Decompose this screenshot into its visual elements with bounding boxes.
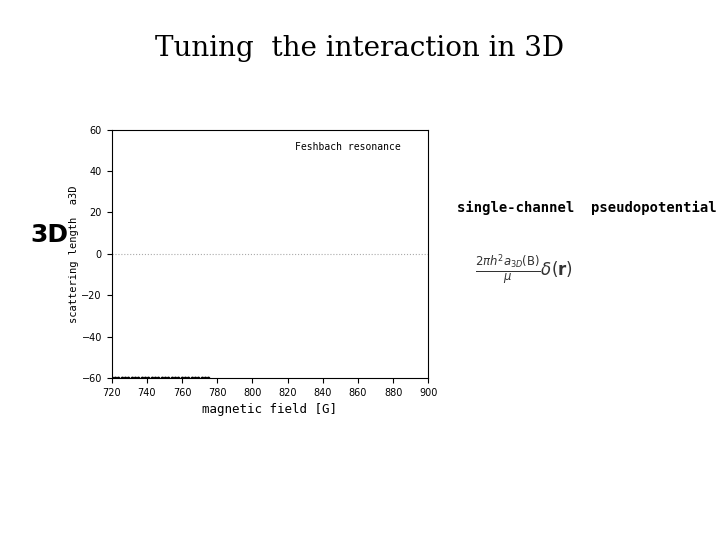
Point: [186, 374, 197, 382]
Point: [146, 374, 158, 382]
Point: [179, 374, 191, 382]
Point: [163, 374, 174, 382]
Point: [169, 374, 181, 382]
Text: single-channel  pseudopotential: single-channel pseudopotential: [457, 201, 717, 215]
Point: [176, 374, 187, 382]
Point: [193, 374, 204, 382]
Y-axis label: scattering length  a3D: scattering length a3D: [68, 185, 78, 322]
Point: [139, 374, 150, 382]
Point: [129, 374, 140, 382]
X-axis label: magnetic field [G]: magnetic field [G]: [202, 403, 338, 416]
Point: [199, 374, 211, 382]
Point: [109, 374, 121, 382]
Point: [202, 374, 214, 382]
Point: [156, 374, 168, 382]
Point: [132, 374, 144, 382]
Point: [122, 374, 134, 382]
Point: [143, 374, 154, 382]
Point: [196, 374, 207, 382]
Point: [183, 374, 194, 382]
Text: Feshbach resonance: Feshbach resonance: [295, 142, 401, 152]
Point: [149, 374, 161, 382]
Point: [153, 374, 164, 382]
Text: 3D: 3D: [30, 223, 68, 247]
Point: [106, 374, 117, 382]
Point: [126, 374, 138, 382]
Point: [173, 374, 184, 382]
Point: [120, 374, 131, 382]
Point: [116, 374, 127, 382]
Point: [112, 374, 124, 382]
Point: [159, 374, 171, 382]
Text: Tuning  the interaction in 3D: Tuning the interaction in 3D: [156, 35, 564, 62]
Point: [166, 374, 177, 382]
Point: [189, 374, 201, 382]
Point: [136, 374, 148, 382]
Text: $\frac{2\pi h^2 a_{3D}(\mathrm{B})}{\mu}\delta(\mathbf{r})$: $\frac{2\pi h^2 a_{3D}(\mathrm{B})}{\mu}…: [475, 253, 573, 287]
